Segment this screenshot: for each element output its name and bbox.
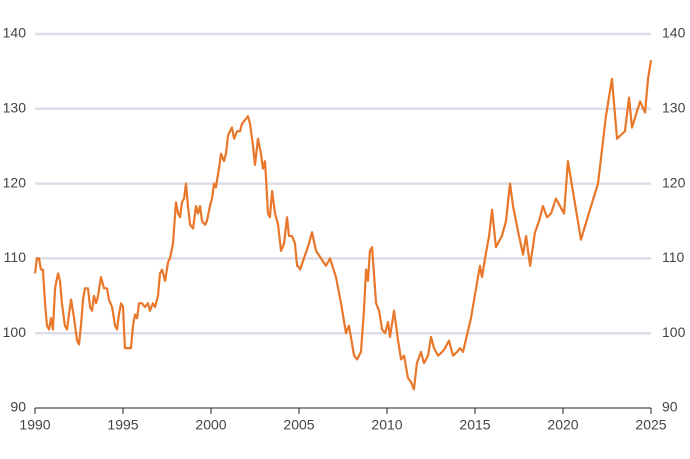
x-tick-label: 2020 — [547, 417, 578, 433]
y-tick-label: 100 — [3, 324, 27, 340]
y-tick-label: 90 — [10, 399, 26, 415]
y-tick-label: 120 — [3, 174, 27, 190]
y2-tick-label: 90 — [662, 399, 678, 415]
y2-tick-label: 110 — [662, 249, 685, 265]
y-tick-label: 140 — [3, 25, 27, 41]
x-tick-label: 2010 — [371, 417, 402, 433]
y2-tick-label: 130 — [662, 100, 686, 116]
y2-tick-label: 140 — [662, 25, 686, 41]
y-tick-label: 110 — [4, 249, 27, 265]
line — [33, 60, 653, 391]
x-tick-label: 2005 — [283, 417, 314, 433]
y2-tick-label: 100 — [662, 324, 686, 340]
x-tick-label: 2000 — [195, 417, 226, 433]
x-tick-label: 2015 — [459, 417, 490, 433]
y2-tick-label: 120 — [662, 174, 686, 190]
y-tick-label: 130 — [3, 100, 27, 116]
x-tick-label: 1990 — [19, 417, 50, 433]
x-tick-label: 2025 — [635, 417, 666, 433]
x-tick-label: 1995 — [107, 417, 138, 433]
